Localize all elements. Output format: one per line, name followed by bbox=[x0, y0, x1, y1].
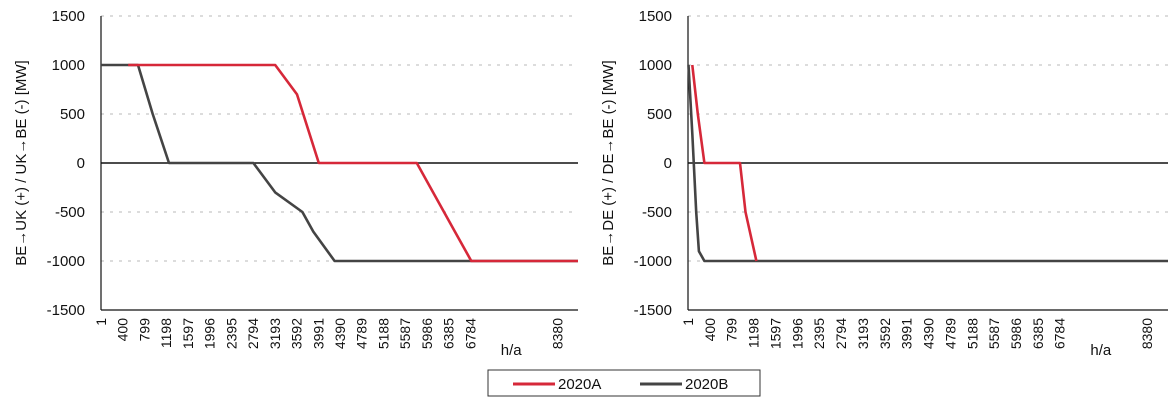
x-tick-label: 2395 bbox=[811, 318, 827, 349]
x-tick-label: 5188 bbox=[964, 318, 980, 349]
x-tick-label: 6784 bbox=[1052, 318, 1068, 349]
y-tick-label: 500 bbox=[647, 106, 672, 123]
y-tick-label: -1000 bbox=[634, 253, 672, 270]
x-tick-label: 6784 bbox=[462, 318, 478, 349]
chart-panel-be-de: 1500 1000 500 0 -500 -1000 -1500 1 400 799 1198 159… bbox=[600, 8, 1168, 359]
legend-label-2020b: 2020B bbox=[685, 376, 728, 393]
x-tick-label: 1996 bbox=[789, 318, 805, 349]
x-tick-label: 1597 bbox=[180, 318, 196, 349]
series-2020a-line bbox=[691, 64, 758, 262]
x-tick-label: 799 bbox=[724, 318, 740, 342]
x-tick-label: 5188 bbox=[375, 318, 391, 349]
y-tick-label: -500 bbox=[55, 204, 85, 221]
x-tick-label: 1198 bbox=[746, 318, 762, 348]
x-tick-label: 4789 bbox=[354, 318, 370, 349]
x-tick-label: 3991 bbox=[899, 318, 915, 349]
x-tick-label: 1597 bbox=[767, 318, 783, 349]
x-tick-label: 1 bbox=[680, 318, 696, 326]
series-2020b-line bbox=[687, 64, 1168, 263]
y-tick-label: 1500 bbox=[639, 8, 672, 25]
x-tick-label: 6385 bbox=[441, 318, 457, 349]
y-axis-title: BE→UK (+) / UK→BE (-) [MW] bbox=[13, 60, 30, 265]
x-tick-label: 1 bbox=[93, 318, 109, 326]
legend-label-2020a: 2020A bbox=[558, 376, 601, 393]
y-tick-label: 0 bbox=[77, 155, 85, 172]
x-tick-label: 4390 bbox=[921, 318, 937, 349]
x-tick-label: 5986 bbox=[419, 318, 435, 349]
y-tick-label: 1500 bbox=[52, 8, 85, 25]
x-tick-label: 3193 bbox=[267, 318, 283, 349]
x-tick-label: 3592 bbox=[877, 318, 893, 349]
y-tick-label: -500 bbox=[642, 204, 672, 221]
x-tick-label: 1996 bbox=[202, 318, 218, 349]
x-tick-label: 2794 bbox=[245, 318, 261, 349]
x-tick-label: 799 bbox=[136, 318, 152, 342]
chart-panel-be-uk: 1500 1000 500 0 -500 -1000 -1500 1 400 799 1198 159… bbox=[13, 8, 578, 359]
x-tick-label: 8380 bbox=[1139, 318, 1155, 349]
x-tick-label: 5986 bbox=[1008, 318, 1024, 349]
x-tick-label: 4390 bbox=[332, 318, 348, 349]
x-axis-title: h/a bbox=[1090, 342, 1112, 359]
series-2020b-line bbox=[101, 63, 578, 263]
x-tick-label: 5587 bbox=[986, 318, 1002, 349]
x-tick-label: 400 bbox=[115, 318, 131, 342]
y-tick-label: -1000 bbox=[47, 253, 85, 270]
x-tick-label: 2794 bbox=[833, 318, 849, 349]
x-tick-label: 2395 bbox=[223, 318, 239, 349]
y-tick-label: 1000 bbox=[639, 57, 672, 74]
x-tick-label: 1198 bbox=[158, 318, 174, 348]
y-tick-label: 0 bbox=[664, 155, 672, 172]
x-tick-label: 400 bbox=[702, 318, 718, 342]
x-tick-label: 3193 bbox=[855, 318, 871, 349]
x-tick-label: 3991 bbox=[310, 318, 326, 349]
x-tick-label: 6385 bbox=[1030, 318, 1046, 349]
x-axis-title: h/a bbox=[501, 342, 523, 359]
y-tick-label: 500 bbox=[60, 106, 85, 123]
x-tick-label: 4789 bbox=[942, 318, 958, 349]
x-tick-label: 3592 bbox=[289, 318, 305, 349]
y-tick-label: 1000 bbox=[52, 57, 85, 74]
series-2020a-line bbox=[128, 63, 578, 263]
chart-legend: 2020A 2020B bbox=[487, 369, 761, 397]
x-tick-label: 5587 bbox=[397, 318, 413, 349]
y-axis-title: BE→DE (+) / DE→BE (-) [MW] bbox=[600, 60, 617, 265]
x-tick-label: 8380 bbox=[549, 318, 565, 349]
y-tick-label: -1500 bbox=[634, 302, 672, 319]
y-tick-label: -1500 bbox=[47, 302, 85, 319]
